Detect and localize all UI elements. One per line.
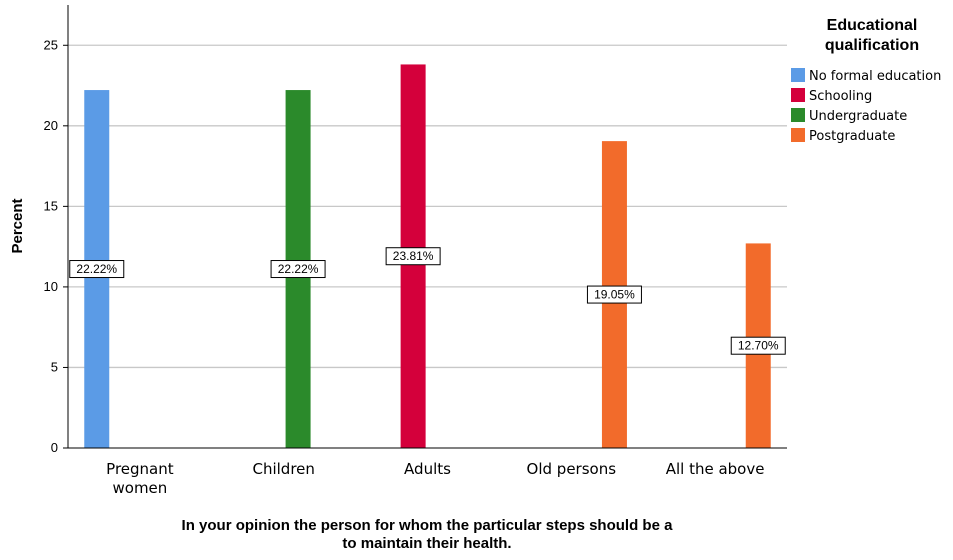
data-label: 12.70% (738, 339, 779, 353)
y-tick-label: 10 (44, 279, 58, 294)
data-label: 23.81% (393, 249, 434, 263)
y-tick-label: 15 (44, 198, 58, 213)
data-label-box (730, 336, 786, 355)
legend-item-label: Undergraduate (809, 109, 907, 124)
data-labels: 22.22% 22.22% 23.81% 19.05% 12.70% (69, 247, 786, 355)
x-tick-label: Old persons (527, 460, 617, 478)
y-tick-label: 0 (51, 440, 58, 455)
legend-item-label: Schooling (809, 89, 872, 104)
gridlines (68, 44, 787, 369)
legend-item-label: No formal education (809, 69, 941, 84)
x-tick-label: women (113, 479, 168, 497)
x-tick-label: Children (252, 460, 314, 478)
x-tick-label: Adults (404, 460, 451, 478)
y-tick-label: 20 (44, 118, 58, 133)
y-tick-labels: 0 5 10 15 20 25 (44, 37, 58, 455)
y-tick-label: 5 (51, 359, 58, 374)
legend-swatch (791, 88, 805, 102)
legend-swatch (791, 68, 805, 82)
legend-item-label: Postgraduate (809, 129, 895, 144)
legend-swatch (791, 128, 805, 142)
x-tick-label: Pregnant (106, 460, 174, 478)
x-tick-label: All the above (666, 460, 765, 478)
data-label-box (385, 247, 441, 266)
data-label-box (270, 260, 326, 279)
legend-title-line-1: Educational (827, 17, 918, 34)
y-tick-label: 25 (44, 37, 58, 52)
data-label-box (586, 285, 642, 304)
data-label: 22.22% (278, 262, 319, 276)
x-axis-title-line-1: In your opinion the person for whom the … (182, 517, 674, 534)
data-label: 19.05% (594, 288, 635, 302)
legend: Educational qualification No formal educ… (791, 17, 941, 144)
legend-title-line-2: qualification (825, 37, 919, 54)
data-label-box (69, 260, 125, 279)
data-label: 22.22% (76, 262, 117, 276)
x-axis-title-line-2: to maintain their health. (342, 535, 511, 552)
y-axis-title: Percent (9, 198, 26, 253)
legend-swatch (791, 108, 805, 122)
axes (63, 5, 787, 449)
